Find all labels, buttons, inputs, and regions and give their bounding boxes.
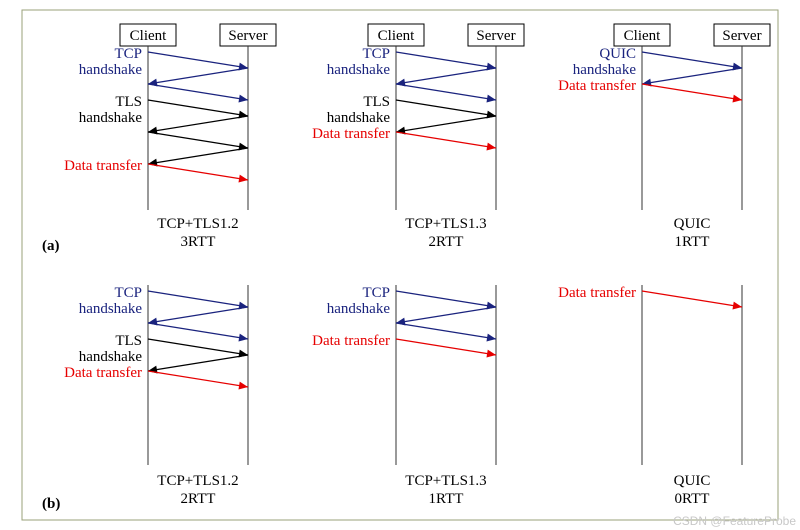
watermark: CSDN @FeatureProbe: [673, 514, 796, 528]
side-label: Data transfer: [312, 126, 390, 142]
svg-text:Client: Client: [130, 28, 167, 44]
arrow: [396, 323, 496, 342]
arrow: [148, 52, 248, 71]
side-label: handshake: [79, 62, 143, 78]
svg-text:Server: Server: [476, 28, 515, 44]
side-label: handshake: [79, 349, 143, 365]
side-label: handshake: [573, 62, 637, 78]
arrow: [148, 339, 248, 358]
caption: TCP+TLS1.2: [157, 216, 238, 232]
client-box: Client: [614, 24, 670, 46]
arrow: [396, 52, 496, 71]
arrow: [148, 68, 248, 87]
arrow: [148, 307, 248, 326]
arrow: [148, 371, 248, 390]
side-label: handshake: [327, 110, 391, 126]
arrow: [148, 148, 248, 167]
side-label: TCP: [114, 46, 142, 62]
server-box: Server: [220, 24, 276, 46]
side-label: TLS: [115, 94, 142, 110]
side-label: TCP: [362, 46, 390, 62]
arrow: [148, 100, 248, 119]
outer-border: [22, 10, 778, 520]
side-label: Data transfer: [312, 333, 390, 349]
side-label: handshake: [79, 301, 143, 317]
seq-row_a-1: ClientServerTCPhandshakeTLShandshakeData…: [312, 24, 524, 250]
arrow: [642, 291, 742, 310]
caption: 2RTT: [429, 234, 464, 250]
arrow: [642, 84, 742, 103]
caption: 1RTT: [675, 234, 710, 250]
caption: QUIC: [674, 473, 711, 489]
side-label: TCP: [362, 285, 390, 301]
arrow: [148, 132, 248, 151]
seq-row_a-2: ClientServerQUIChandshakeData transferQU…: [558, 24, 770, 250]
arrow: [396, 307, 496, 326]
arrow: [396, 291, 496, 310]
caption: 3RTT: [181, 234, 216, 250]
seq-row_b-2: Data transfer QUIC 0RTT: [558, 285, 742, 507]
svg-text:Client: Client: [624, 28, 661, 44]
caption: 1RTT: [429, 491, 464, 507]
side-label: Data transfer: [558, 285, 636, 301]
arrow: [396, 100, 496, 119]
seq-row_a-0: ClientServerTCPhandshakeTLShandshakeData…: [64, 24, 276, 250]
svg-text:Server: Server: [722, 28, 761, 44]
arrow: [642, 68, 742, 87]
svg-text:Server: Server: [228, 28, 267, 44]
seq-row_b-1: TCPhandshake Data transfer TCP+TLS1.3 1RTT: [312, 285, 496, 507]
side-label: Data transfer: [64, 365, 142, 381]
arrow: [396, 116, 496, 135]
side-label: Data transfer: [64, 158, 142, 174]
seq-row_b-0: TCPhandshakeTLShandshakeData transferTCP…: [64, 285, 248, 507]
side-label: Data transfer: [558, 78, 636, 94]
arrow: [396, 68, 496, 87]
client-box: Client: [368, 24, 424, 46]
arrow: [642, 52, 742, 71]
arrow: [396, 132, 496, 151]
panel-a: (a): [42, 238, 60, 254]
caption: TCP+TLS1.3: [405, 473, 486, 489]
arrow: [148, 84, 248, 103]
arrow: [396, 84, 496, 103]
arrow: [148, 116, 248, 135]
side-label: handshake: [79, 110, 143, 126]
caption: 0RTT: [675, 491, 710, 507]
arrow: [148, 291, 248, 310]
side-label: QUIC: [599, 46, 636, 62]
arrow: [148, 323, 248, 342]
caption: TCP+TLS1.3: [405, 216, 486, 232]
side-label: handshake: [327, 62, 391, 78]
side-label: TLS: [115, 333, 142, 349]
side-label: handshake: [327, 301, 391, 317]
side-label: TCP: [114, 285, 142, 301]
caption: QUIC: [674, 216, 711, 232]
client-box: Client: [120, 24, 176, 46]
server-box: Server: [468, 24, 524, 46]
arrow: [396, 339, 496, 358]
server-box: Server: [714, 24, 770, 46]
svg-text:Client: Client: [378, 28, 415, 44]
caption: 2RTT: [181, 491, 216, 507]
caption: TCP+TLS1.2: [157, 473, 238, 489]
side-label: TLS: [363, 94, 390, 110]
arrow: [148, 355, 248, 374]
panel-b: (b): [42, 496, 60, 512]
arrow: [148, 164, 248, 183]
